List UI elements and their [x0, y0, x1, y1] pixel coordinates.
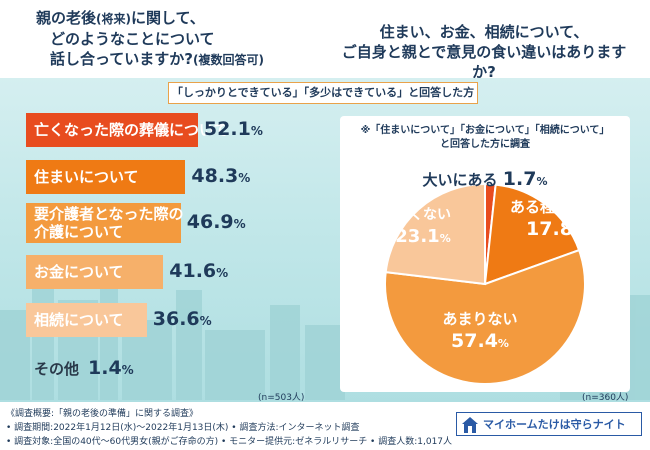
bar-value-percent: % — [121, 363, 134, 377]
bar-value: 41.6% — [169, 260, 228, 282]
pie-slice-value: 57.4 — [451, 330, 498, 352]
question-left: 親の老後(将来)に関して、 どのようなことについて 話し合っていますか?(複数回… — [36, 8, 336, 70]
brand-logo: マイホームたけは守らナイト — [456, 412, 642, 436]
bar-label: お金について — [34, 263, 124, 281]
respondent-banner: 「しっかりとできている」「多少はできている」と回答した方 — [168, 82, 478, 104]
bar-value-number: 1.4 — [88, 357, 122, 379]
pie-slice-label: ある程度ある 17.8% — [500, 196, 610, 243]
bar-value-percent: % — [250, 124, 263, 138]
bar-label: 亡くなった際の葬儀について — [34, 121, 229, 139]
header: 親の老後(将来)に関して、 どのようなことについて 話し合っていますか?(複数回… — [0, 0, 650, 81]
pie-slice-percent: % — [439, 232, 451, 245]
question-right: 住まい、お金、相続について、 ご自身と親とで意見の食い違いはありますか? — [334, 22, 634, 82]
q1-line-2: どのようなことについて — [50, 30, 215, 48]
bar-label: 住まいについて — [34, 168, 139, 186]
bar — [26, 160, 186, 194]
q1-text-2: に関して、 — [131, 9, 205, 27]
pie-panel: ※「住まいについて」「お金について」「相続について」 と回答した方に調査 大いに… — [340, 116, 630, 392]
logo-text: マイホームたけは守らナイト — [483, 418, 626, 431]
pie-slice-name: 全くない — [395, 207, 451, 223]
pie-chart — [384, 182, 586, 385]
bar-n-label: (n=503人) — [258, 393, 305, 403]
bar-value-percent: % — [199, 314, 212, 328]
bar — [26, 255, 164, 289]
pie-note: ※「住まいについて」「お金について」「相続について」 と回答した方に調査 — [340, 124, 630, 152]
footer-line-1: 《調査概要:「親の老後の準備」に関する調査》 — [6, 409, 199, 419]
q1-text: 親の老後 — [36, 9, 97, 27]
q2-line-2: ご自身と親とで意見の食い違いはありますか? — [341, 43, 627, 81]
pie-slice — [384, 248, 586, 385]
bar-value-percent: % — [233, 217, 246, 231]
pie-slice — [384, 182, 486, 286]
bar-value: 48.3% — [191, 165, 250, 187]
bar-label: その他 — [34, 360, 80, 378]
pie-slice-percent: % — [572, 225, 584, 238]
footer-line-3: • 調査対象:全国の40代〜60代男女(親がご存命の方) • モニター提供元:ゼ… — [6, 437, 453, 447]
bar-label: 相続について — [34, 311, 124, 329]
pie-slice-label: 大いにある 1.7% — [410, 168, 560, 193]
pie-slice-label: あまりない 57.4% — [420, 308, 540, 355]
bar — [26, 303, 147, 337]
footer-line-2: • 調査期間:2022年1月12日(水)〜2022年1月13日(木) • 調査方… — [6, 423, 360, 433]
pie-slice-value: 17.8 — [526, 218, 573, 240]
bar — [26, 203, 181, 243]
bar-value: 1.4% — [88, 357, 134, 379]
bar-value: 46.9% — [187, 211, 246, 233]
bar-label: 要介護者となった際の 介護について — [34, 205, 184, 241]
bar-value-number: 48.3 — [191, 165, 239, 187]
bar — [26, 352, 31, 386]
bar-value: 52.1% — [204, 118, 263, 140]
bar-value-number: 41.6 — [169, 260, 217, 282]
bar-value-number: 52.1 — [203, 118, 251, 140]
q1-line-3: 話し合っていますか? — [50, 50, 193, 68]
bar-value: 36.6% — [153, 308, 212, 330]
pie-slice — [483, 183, 581, 286]
q2-line-1: 住まい、お金、相続について、 — [379, 23, 589, 41]
pie-note-line-1: ※「住まいについて」「お金について」「相続について」 — [360, 125, 610, 136]
pie-slice-value: 23.1 — [395, 226, 440, 247]
pie-slice-value: 1.7 — [502, 168, 537, 190]
q1-paren: (将来) — [96, 12, 131, 26]
bar-value-percent: % — [238, 171, 251, 185]
pie-slice-percent: % — [536, 175, 548, 188]
pie-slice-percent: % — [497, 337, 509, 350]
pie-n-label: (n=360人) — [582, 393, 629, 403]
pie-slice-label: 全くない 23.1% — [378, 204, 468, 250]
bar — [26, 113, 198, 147]
house-shield-icon — [462, 417, 478, 433]
pie-slice-name: ある程度ある — [509, 198, 600, 216]
bar-value-number: 46.9 — [186, 211, 234, 233]
bar-value-number: 36.6 — [152, 308, 200, 330]
q1-paren-3: (複数回答可) — [192, 53, 264, 67]
pie-note-line-2: と回答した方に調査 — [440, 139, 530, 150]
bar-label-line-2: 介護について — [34, 223, 124, 241]
pie-slice-name: あまりない — [442, 310, 518, 328]
bar-value-percent: % — [216, 266, 229, 280]
pie-slice-name: 大いにある — [422, 171, 498, 189]
bar-label-line-1: 要介護者となった際の — [34, 205, 184, 223]
